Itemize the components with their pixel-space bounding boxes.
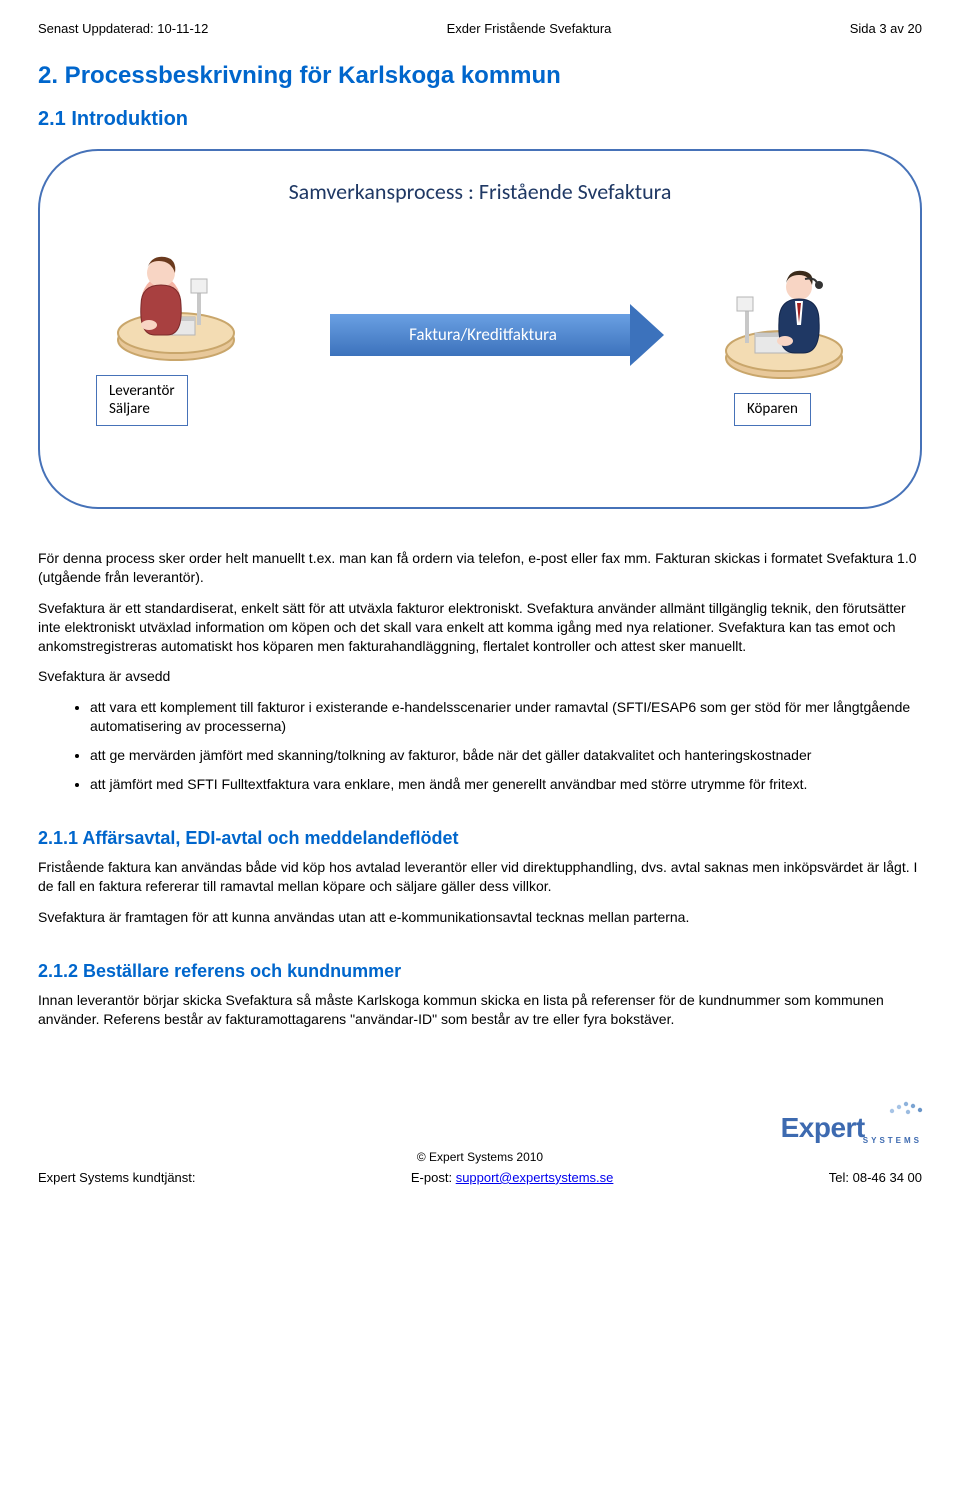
paragraph: För denna process sker order helt manuel… bbox=[38, 549, 922, 587]
buyer-icon bbox=[719, 253, 849, 383]
list-item: att jämfört med SFTI Fulltextfaktura var… bbox=[90, 775, 922, 794]
header-right: Sida 3 av 20 bbox=[850, 20, 922, 38]
page-header: Senast Uppdaterad: 10-11-12 Exder Fristå… bbox=[38, 20, 922, 38]
paragraph: Fristående faktura kan användas både vid… bbox=[38, 858, 922, 896]
supplier-icon bbox=[111, 235, 241, 365]
subsection-heading: 2.1.1 Affärsavtal, EDI-avtal och meddela… bbox=[38, 826, 922, 850]
subsection-heading: 2.1 Introduktion bbox=[38, 106, 922, 133]
list-item: att ge mervärden jämfört med skanning/to… bbox=[90, 746, 922, 765]
list-item: att vara ett komplement till fakturor i … bbox=[90, 698, 922, 736]
supplier-label: Leverantör Säljare bbox=[96, 375, 188, 427]
footer-email-link[interactable]: support@expertsystems.se bbox=[456, 1170, 614, 1185]
footer-left: Expert Systems kundtjänst: bbox=[38, 1169, 196, 1187]
logo-dots-icon bbox=[886, 1099, 926, 1117]
bullet-list: att vara ett komplement till fakturor i … bbox=[38, 698, 922, 794]
header-left: Senast Uppdaterad: 10-11-12 bbox=[38, 20, 208, 38]
paragraph: Svefaktura är ett standardiserat, enkelt… bbox=[38, 599, 922, 656]
invoice-arrow: Faktura/Kreditfaktura bbox=[330, 314, 630, 356]
page-footer: ExpertSYSTEMS © Expert Systems 2010 Expe… bbox=[38, 1109, 922, 1187]
buyer-label: Köparen bbox=[734, 393, 811, 426]
arrow-container: Faktura/Kreditfaktura bbox=[256, 314, 704, 356]
footer-email: E-post: support@expertsystems.se bbox=[411, 1169, 614, 1187]
expert-logo: ExpertSYSTEMS bbox=[781, 1109, 922, 1147]
actor-buyer: Köparen bbox=[704, 253, 864, 426]
footer-copyright: © Expert Systems 2010 bbox=[417, 1149, 543, 1165]
process-diagram: Samverkansprocess : Fristående Svefaktur… bbox=[38, 149, 922, 509]
header-center: Exder Fristående Svefaktura bbox=[447, 20, 612, 38]
actor-supplier: Leverantör Säljare bbox=[96, 235, 256, 427]
section-heading: 2. Processbeskrivning för Karlskoga komm… bbox=[38, 60, 922, 92]
paragraph: Svefaktura är avsedd bbox=[38, 667, 922, 686]
subsection-heading: 2.1.2 Beställare referens och kundnummer bbox=[38, 959, 922, 983]
paragraph: Svefaktura är framtagen för att kunna an… bbox=[38, 908, 922, 927]
diagram-title: Samverkansprocess : Fristående Svefaktur… bbox=[70, 177, 890, 207]
paragraph: Innan leverantör börjar skicka Svefaktur… bbox=[38, 991, 922, 1029]
footer-phone: Tel: 08-46 34 00 bbox=[829, 1169, 922, 1187]
